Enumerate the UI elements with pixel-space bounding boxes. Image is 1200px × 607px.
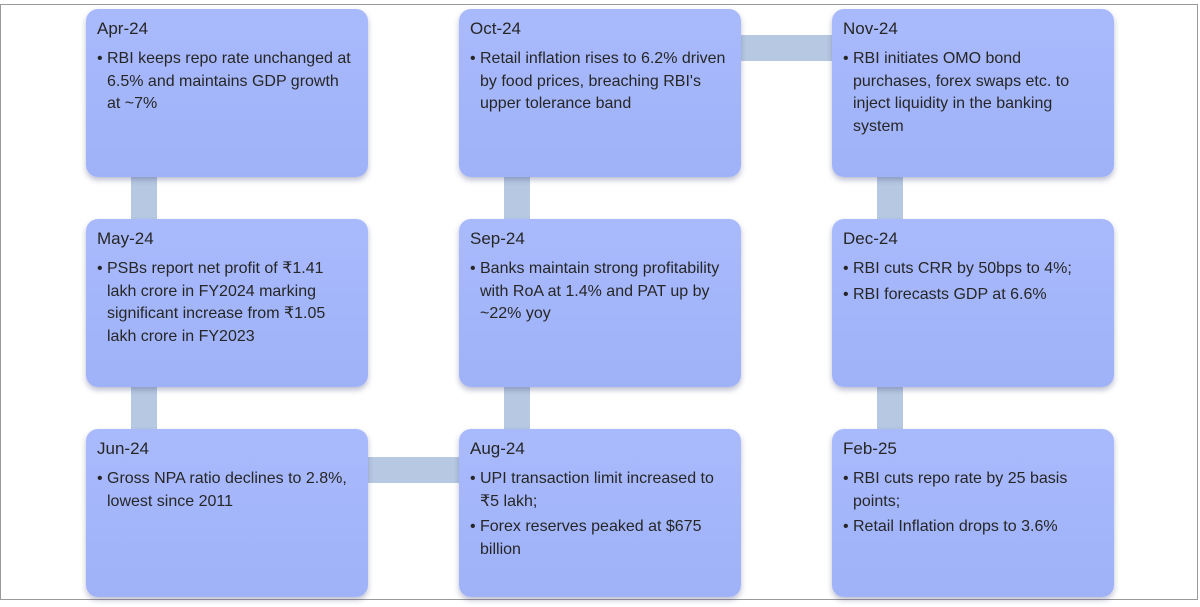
connector-sep-oct — [504, 177, 530, 223]
card-bullet: RBI cuts CRR by 50bps to 4%; — [843, 258, 1102, 281]
card-title: Sep-24 — [470, 229, 525, 248]
card-title: Oct-24 — [470, 19, 522, 38]
card-points: Retail inflation rises to 6.2% driven by… — [470, 48, 729, 116]
connector-may-jun — [131, 387, 157, 433]
timeline-card-jun-24: Jun-24 Gross NPA ratio declines to 2.8%,… — [86, 429, 368, 597]
connector-aug-sep — [504, 387, 530, 433]
connector-dec-feb — [877, 387, 903, 433]
card-title: Apr-24 — [97, 19, 149, 38]
card-title: Feb-25 — [843, 439, 897, 458]
timeline-card-oct-24: Oct-24 Retail inflation rises to 6.2% dr… — [459, 9, 741, 177]
card-bullet: RBI cuts repo rate by 25 basis points; — [843, 468, 1102, 513]
card-bullet: Banks maintain strong profitability with… — [470, 258, 729, 326]
timeline-card-dec-24: Dec-24 RBI cuts CRR by 50bps to 4%; RBI f… — [832, 219, 1114, 387]
card-title: May-24 — [97, 229, 154, 248]
card-bullet: Retail Inflation drops to 3.6% — [843, 516, 1102, 539]
card-title: Aug-24 — [470, 439, 525, 458]
card-points: Banks maintain strong profitability with… — [470, 258, 729, 326]
card-title: Dec-24 — [843, 229, 898, 248]
card-bullet: RBI initiates OMO bond purchases, forex … — [843, 48, 1102, 138]
timeline-card-nov-24: Nov-24 RBI initiates OMO bond purchases,… — [832, 9, 1114, 177]
card-bullet: RBI forecasts GDP at 6.6% — [843, 284, 1102, 307]
card-points: PSBs report net profit of ₹1.41 lakh cro… — [97, 258, 356, 348]
card-points: Gross NPA ratio declines to 2.8%, lowest… — [97, 468, 356, 513]
card-bullet: Retail inflation rises to 6.2% driven by… — [470, 48, 729, 116]
card-points: RBI initiates OMO bond purchases, forex … — [843, 48, 1102, 138]
card-points: UPI transaction limit increased to ₹5 la… — [470, 468, 729, 561]
card-points: RBI cuts repo rate by 25 basis points; Re… — [843, 468, 1102, 539]
card-points: RBI cuts CRR by 50bps to 4%; RBI forecast… — [843, 258, 1102, 306]
timeline-card-apr-24: Apr-24 RBI keeps repo rate unchanged at … — [86, 9, 368, 177]
card-bullet: Gross NPA ratio declines to 2.8%, lowest… — [97, 468, 356, 513]
timeline-card-sep-24: Sep-24 Banks maintain strong profitabili… — [459, 219, 741, 387]
card-points: RBI keeps repo rate unchanged at 6.5% an… — [97, 48, 356, 116]
card-title: Jun-24 — [97, 439, 149, 458]
connector-jun-aug — [367, 457, 459, 483]
timeline-card-may-24: May-24 PSBs report net profit of ₹1.41 l… — [86, 219, 368, 387]
card-bullet: Forex reserves peaked at $675 billion — [470, 516, 729, 561]
timeline-frame: Apr-24 RBI keeps repo rate unchanged at … — [0, 4, 1198, 600]
card-bullet: RBI keeps repo rate unchanged at 6.5% an… — [97, 48, 356, 116]
card-title: Nov-24 — [843, 19, 898, 38]
timeline-card-aug-24: Aug-24 UPI transaction limit increased t… — [459, 429, 741, 597]
connector-oct-nov — [740, 35, 834, 61]
connector-nov-dec — [877, 177, 903, 223]
card-bullet: UPI transaction limit increased to ₹5 la… — [470, 468, 729, 513]
connector-apr-may — [131, 177, 157, 223]
timeline-card-feb-25: Feb-25 RBI cuts repo rate by 25 basis po… — [832, 429, 1114, 597]
card-bullet: PSBs report net profit of ₹1.41 lakh cro… — [97, 258, 356, 348]
